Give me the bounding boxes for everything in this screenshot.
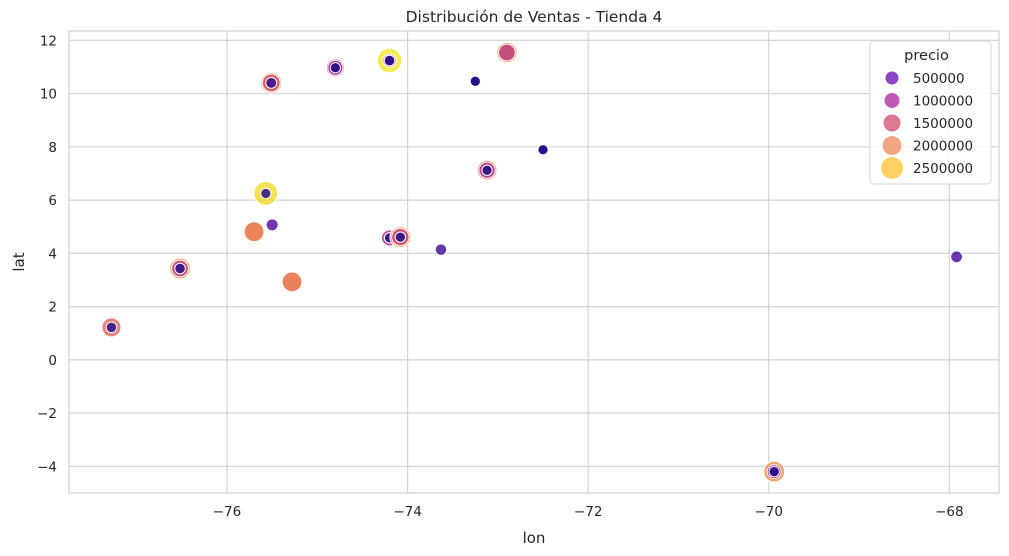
x-tick-label: −68 — [935, 504, 964, 520]
scatter-point — [383, 54, 396, 67]
scatter-point — [265, 218, 279, 232]
y-tick-label: −4 — [37, 459, 57, 475]
scatter-point — [434, 243, 448, 256]
data-points — [101, 41, 963, 483]
scatter-point — [950, 250, 963, 264]
legend-marker — [881, 157, 903, 179]
y-tick-label: 12 — [40, 33, 57, 49]
scatter-point — [329, 62, 342, 74]
legend-label: 1000000 — [913, 94, 973, 110]
grid-lines — [69, 31, 999, 493]
x-tick-label: −72 — [574, 504, 603, 520]
legend-label: 2500000 — [913, 161, 973, 177]
y-tick-label: 0 — [48, 353, 57, 369]
x-tick-label: −74 — [393, 504, 422, 520]
scatter-point — [105, 321, 118, 334]
y-tick-label: 10 — [40, 87, 57, 103]
y-tick-label: 8 — [48, 140, 57, 156]
chart-title: Distribución de Ventas - Tienda 4 — [406, 8, 663, 26]
y-tick-label: 4 — [48, 246, 57, 262]
scatter-point — [243, 221, 265, 243]
legend-title: precio — [904, 48, 949, 64]
x-axis-label: lon — [523, 529, 546, 547]
scatter-point — [174, 262, 186, 275]
scatter-point — [265, 76, 278, 89]
legend: precio 500000 1000000 1500000 2000000 250000… — [869, 40, 992, 185]
y-axis-ticks: −4 −2 0 2 4 6 8 10 12 — [37, 33, 57, 475]
scatter-point — [260, 187, 272, 200]
y-tick-label: −2 — [37, 406, 57, 422]
legend-marker — [882, 136, 902, 155]
scatter-point — [498, 43, 516, 62]
y-tick-label: 2 — [48, 300, 57, 316]
plot-area — [68, 30, 1000, 494]
scatter-point — [537, 144, 549, 156]
legend-marker — [884, 93, 900, 108]
scatter-point — [768, 466, 780, 478]
x-axis-ticks: −76 −74 −72 −70 −68 — [213, 504, 964, 520]
legend-marker — [883, 114, 901, 132]
legend-entries: 500000 1000000 1500000 2000000 2500000 — [881, 71, 973, 179]
legend-label: 500000 — [913, 71, 965, 87]
legend-marker — [885, 71, 899, 85]
legend-label: 2000000 — [913, 139, 973, 155]
scatter-point — [394, 231, 407, 243]
scatter-point — [481, 164, 493, 176]
x-tick-label: −76 — [213, 504, 242, 520]
x-tick-label: −70 — [755, 504, 784, 520]
legend-label: 1500000 — [913, 116, 973, 132]
y-axis-label: lat — [10, 252, 28, 271]
scatter-point — [281, 271, 303, 293]
scatter-point — [469, 75, 481, 87]
y-tick-label: 6 — [48, 193, 57, 209]
